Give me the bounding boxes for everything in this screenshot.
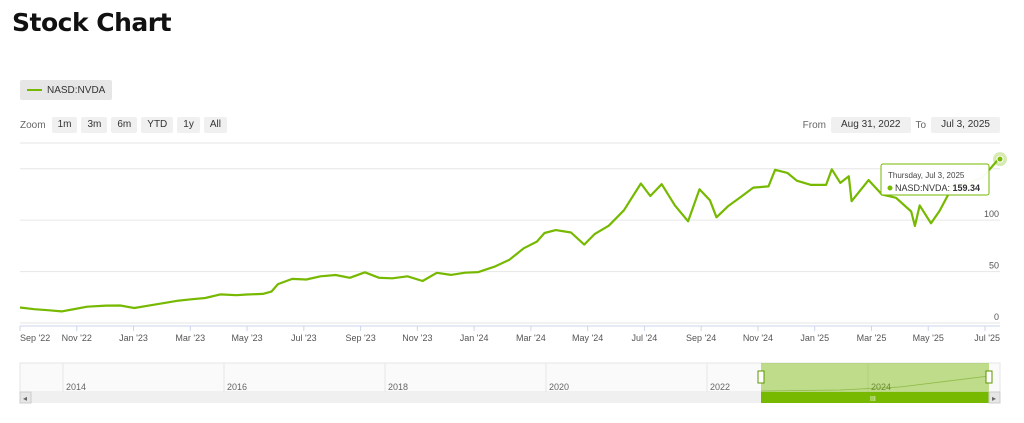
navigator-year-label: 2022 (710, 382, 730, 392)
x-tick-label: Sep '23 (345, 333, 375, 343)
x-tick-label: Mar '24 (516, 333, 546, 343)
to-date-input[interactable]: Jul 3, 2025 (931, 117, 1000, 133)
x-tick-label: Jul '23 (291, 333, 317, 343)
navigator-year-label: 2020 (549, 382, 569, 392)
navigator-year-label: 2024 (871, 382, 891, 392)
x-tick-label: Jan '24 (460, 333, 489, 343)
zoom-6m-button[interactable]: 6m (111, 117, 138, 133)
navigator-year-label: 2018 (388, 382, 408, 392)
zoom-1m-button[interactable]: 1m (51, 117, 78, 133)
legend-swatch (27, 89, 42, 91)
x-tick-label: Nov '22 (62, 333, 92, 343)
x-tick-label: May '25 (913, 333, 944, 343)
price-line-nvda[interactable] (19, 158, 1001, 313)
scroll-left-button[interactable] (19, 391, 32, 404)
y-axis: 0 50 100 (984, 209, 999, 322)
x-tick-label: May '23 (231, 333, 262, 343)
y-tick-label: 50 (989, 261, 999, 271)
tooltip-series-label: NASD:NVDA: 159.34 (895, 183, 980, 193)
navigator-selected-range[interactable] (761, 363, 989, 392)
x-tick-label: Jan '23 (119, 333, 148, 343)
tooltip: Thursday, Jul 3, 2025 NASD:NVDA: 159.34 (880, 163, 990, 196)
x-tick-label: May '24 (572, 333, 603, 343)
tooltip-series-dot (887, 185, 893, 191)
zoom-1y-button[interactable]: 1y (177, 117, 200, 133)
zoom-ytd-button[interactable]: YTD (141, 117, 174, 133)
x-tick-label: Mar '23 (175, 333, 205, 343)
x-tick-label: Sep '22 (20, 333, 50, 343)
scroll-right-button[interactable] (988, 391, 1001, 404)
y-tick-label: 100 (984, 209, 999, 219)
zoom-all-button[interactable]: All (203, 117, 227, 133)
from-label: From (802, 119, 826, 131)
page-title: Stock Chart (12, 8, 172, 37)
zoom-3m-button[interactable]: 3m (81, 117, 108, 133)
x-axis: Sep '22 Nov '22 Jan '23 Mar '23 May '23 Jul '… (19, 325, 1000, 343)
x-tick-label: Jul '24 (632, 333, 658, 343)
x-tick-label: Jul '25 (974, 333, 1000, 343)
hover-marker (996, 155, 1004, 163)
x-tick-label: Nov '23 (402, 333, 432, 343)
legend-label: NASD:NVDA (47, 84, 106, 96)
x-tick-label: Nov '24 (743, 333, 773, 343)
navigator-year-label: 2016 (227, 382, 247, 392)
scrollbar[interactable]: ◂ III ▸ (19, 391, 1001, 404)
scroll-grip-icon: III (870, 396, 876, 403)
scrollbar-thumb[interactable] (761, 392, 989, 403)
date-range-selector: From Aug 31, 2022 To Jul 3, 2025 (803, 117, 1000, 133)
zoom-controls: Zoom 1m 3m 6m YTD 1y All (20, 117, 231, 133)
plot-grid (20, 142, 1000, 324)
scroll-left-arrow-icon: ◂ (23, 394, 27, 403)
x-tick-label: Sep '24 (686, 333, 716, 343)
y-tick-label: 0 (994, 312, 999, 322)
zoom-label: Zoom (20, 119, 46, 131)
to-label: To (915, 119, 927, 131)
from-date-input[interactable]: Aug 31, 2022 (831, 117, 911, 133)
x-tick-label: Mar '25 (857, 333, 887, 343)
scroll-right-arrow-icon: ▸ (992, 394, 996, 403)
navigator-year-labels: 2014 2016 2018 2020 2022 2024 (62, 363, 891, 392)
tooltip-date: Thursday, Jul 3, 2025 (888, 171, 965, 180)
navigator-right-handle[interactable] (985, 370, 993, 384)
navigator-left-handle[interactable] (757, 370, 765, 384)
legend-item-nvda[interactable]: NASD:NVDA (20, 80, 113, 100)
navigator[interactable]: 2014 2016 2018 2020 2022 2024 (19, 362, 1001, 393)
navigator-year-label: 2014 (66, 382, 86, 392)
x-tick-label: Jan '25 (800, 333, 829, 343)
